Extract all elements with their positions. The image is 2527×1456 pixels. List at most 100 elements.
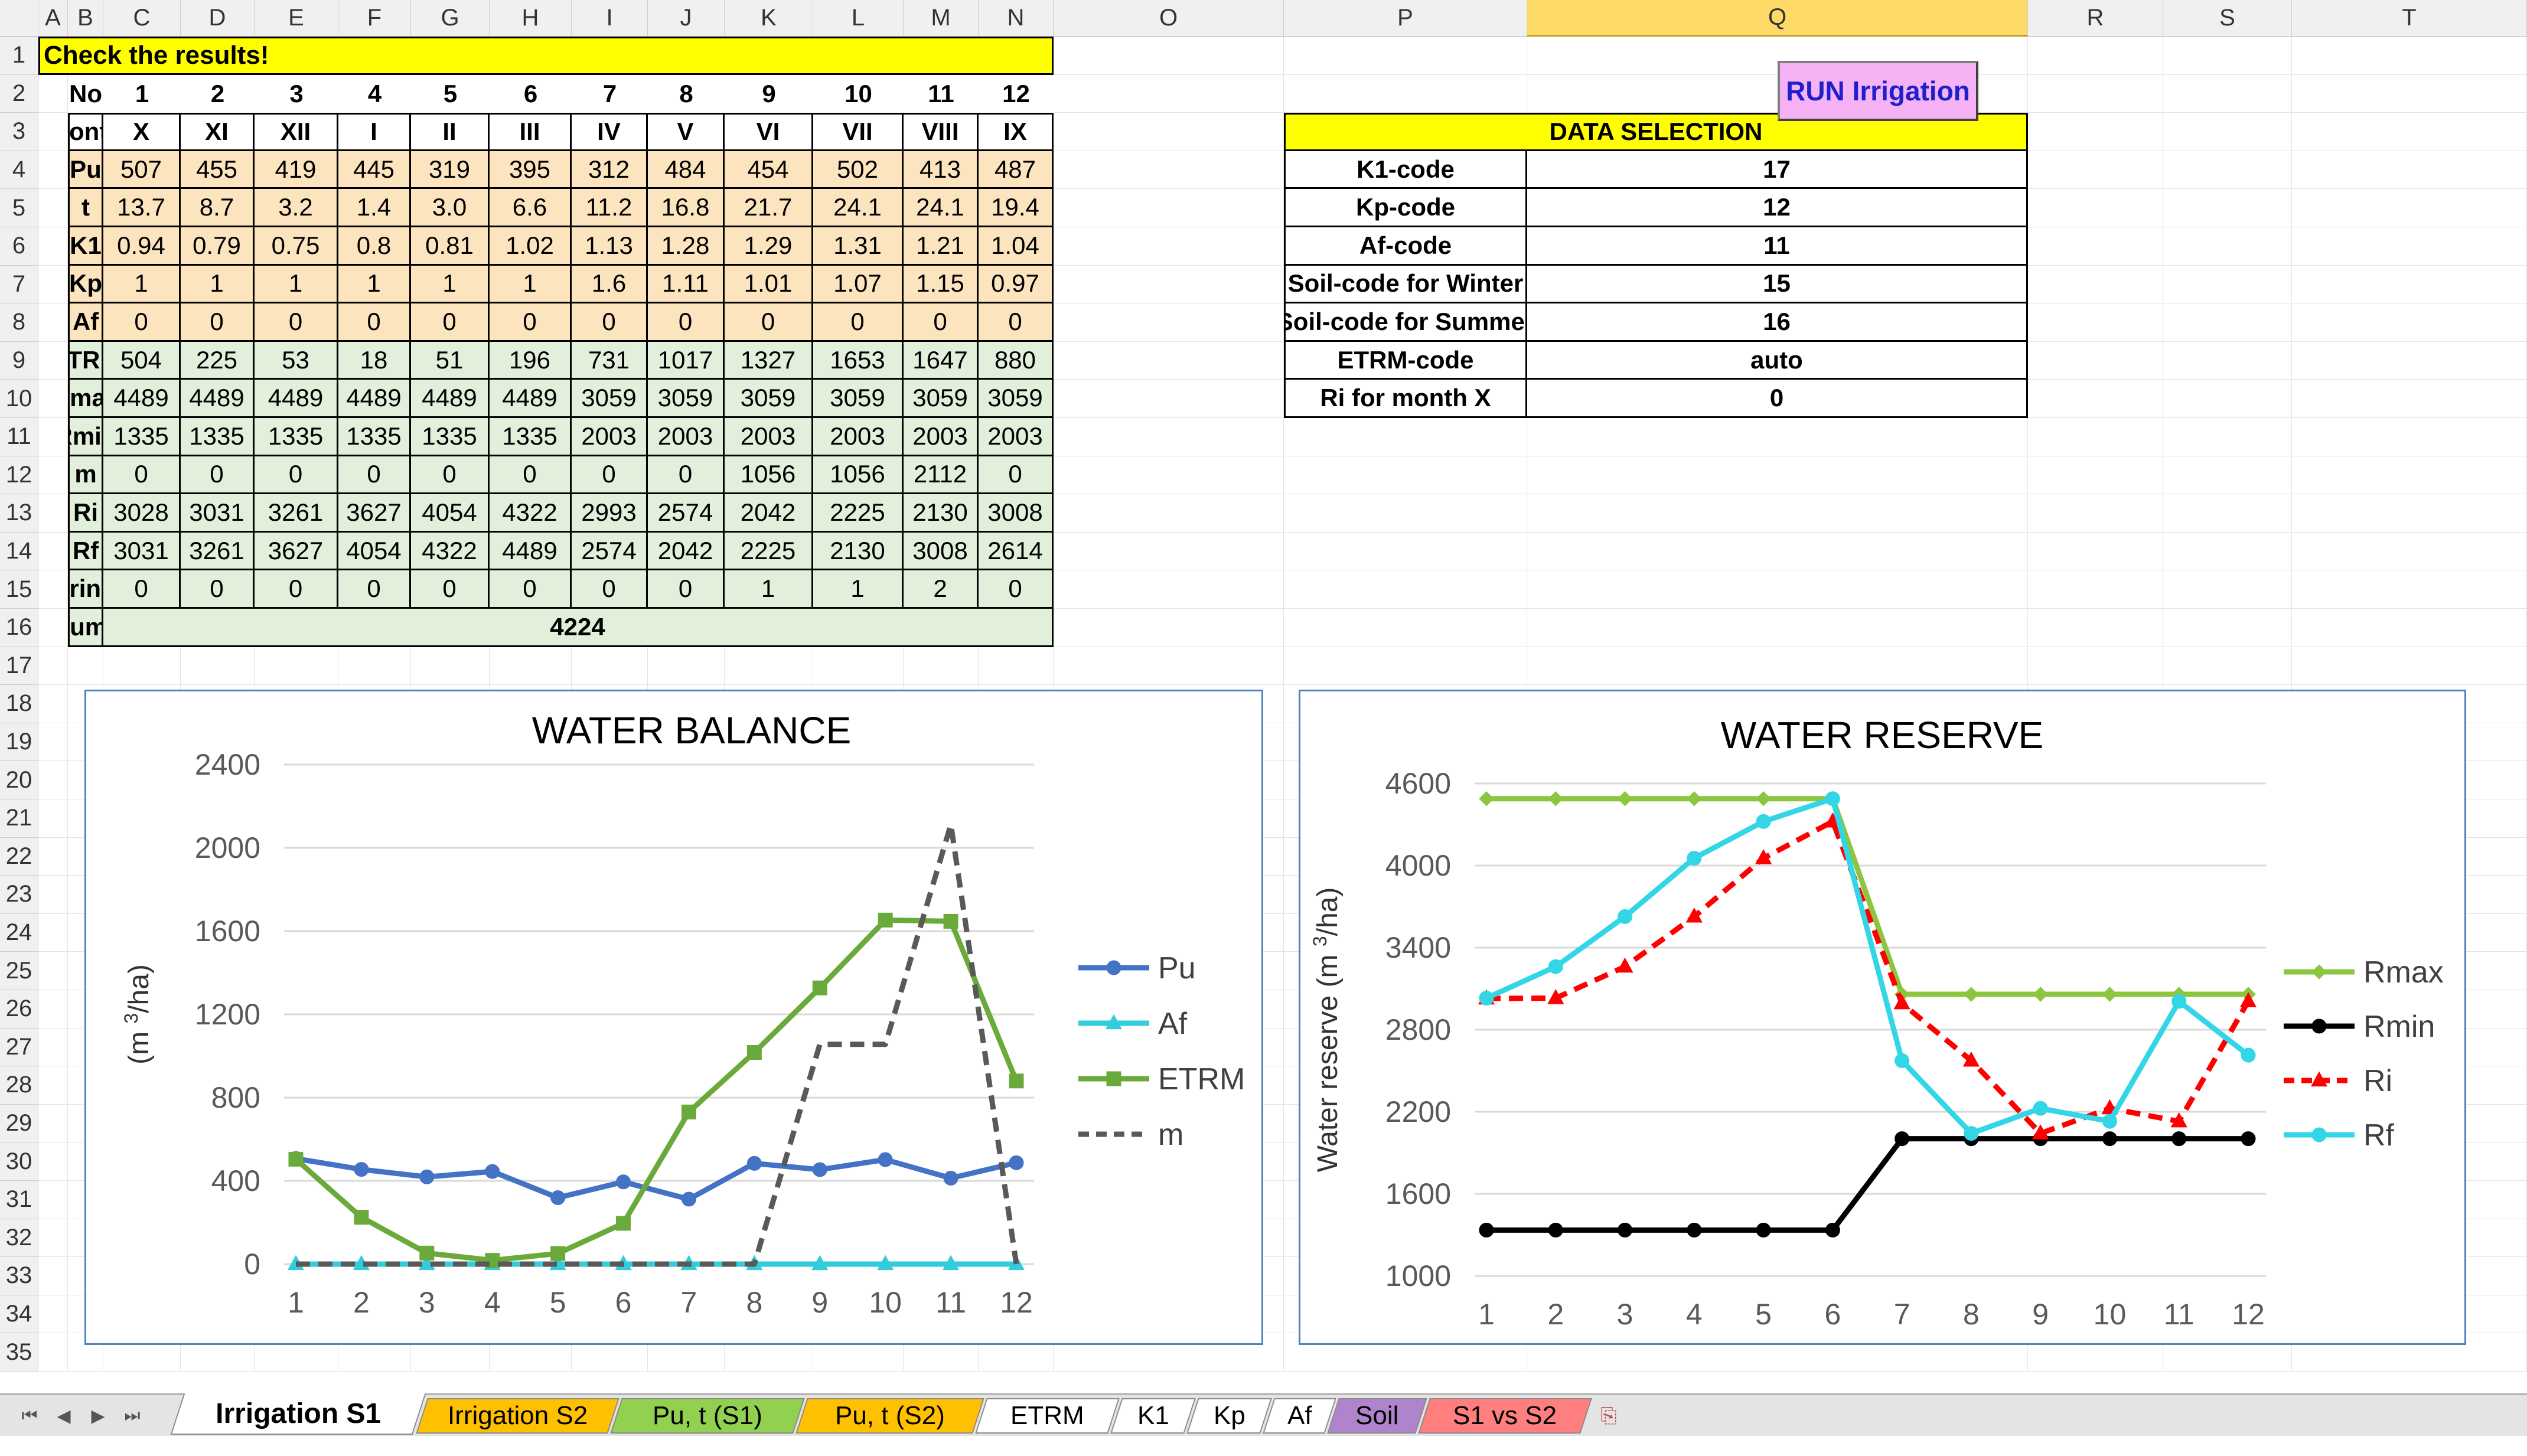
grid-cell[interactable]	[2163, 74, 2292, 113]
table-cell[interactable]: 4054	[411, 494, 490, 533]
data-selection-value[interactable]: 16	[1527, 303, 2028, 342]
table-cell[interactable]: 10	[813, 74, 904, 113]
grid-cell[interactable]	[2163, 456, 2292, 495]
table-cell[interactable]: 0	[979, 456, 1054, 495]
table-cell[interactable]: 196	[490, 341, 572, 380]
table-cell[interactable]: 0	[255, 303, 338, 342]
grid-cell[interactable]	[38, 303, 68, 342]
column-header-r[interactable]: R	[2028, 0, 2163, 37]
water-balance-chart[interactable]: WATER BALANCE (m 3/ha) 0 400 800 1200 1600 2000…	[84, 690, 1263, 1345]
row-header[interactable]: 25	[0, 952, 38, 990]
table-cell[interactable]: 0.81	[411, 227, 490, 266]
column-header-q[interactable]: Q	[1527, 0, 2028, 37]
table-cell[interactable]: 2112	[904, 456, 979, 495]
grid-cell[interactable]	[103, 647, 181, 685]
grid-cell[interactable]	[572, 1333, 648, 1372]
grid-cell[interactable]	[38, 456, 68, 495]
table-cell[interactable]: 4489	[490, 380, 572, 418]
table-cell[interactable]: 0	[490, 570, 572, 609]
column-header-k[interactable]: K	[725, 0, 813, 37]
table-cell[interactable]: 0	[979, 303, 1054, 342]
table-cell[interactable]: 1	[338, 265, 411, 304]
table-cell[interactable]: 1.01	[725, 265, 813, 304]
grid-cell[interactable]	[38, 1219, 68, 1258]
grid-cell[interactable]	[38, 151, 68, 190]
table-cell[interactable]: 0	[572, 456, 648, 495]
grid-cell[interactable]	[38, 494, 68, 533]
grid-cell[interactable]	[2292, 341, 2527, 380]
grid-cell[interactable]	[1054, 151, 1284, 190]
grid-cell[interactable]	[255, 647, 338, 685]
run-irrigation-button[interactable]: RUN Irrigation	[1778, 61, 1978, 121]
table-cell[interactable]: XII	[255, 113, 338, 151]
table-cell[interactable]: 1335	[411, 418, 490, 456]
table-cell[interactable]: 21.7	[725, 189, 813, 227]
table-cell[interactable]: 3261	[255, 494, 338, 533]
grid-cell[interactable]	[813, 1333, 904, 1372]
grid-cell[interactable]	[2028, 418, 2163, 456]
grid-cell[interactable]	[38, 341, 68, 380]
table-cell[interactable]: 2574	[648, 494, 725, 533]
table-cell[interactable]: 0.79	[181, 227, 255, 266]
grid-cell[interactable]	[38, 380, 68, 418]
table-cell[interactable]: 0.8	[338, 227, 411, 266]
table-cell[interactable]: 1056	[725, 456, 813, 495]
row-header[interactable]: 5	[0, 189, 38, 227]
grid-cell[interactable]	[2028, 151, 2163, 190]
table-cell[interactable]: 1653	[813, 341, 904, 380]
grid-cell[interactable]	[2163, 151, 2292, 190]
table-cell[interactable]: 3059	[813, 380, 904, 418]
table-cell[interactable]: 1017	[648, 341, 725, 380]
table-cell[interactable]: 0.97	[979, 265, 1054, 304]
grid-cell[interactable]	[2028, 113, 2163, 151]
row-header[interactable]: 29	[0, 1104, 38, 1143]
grid-cell[interactable]	[2028, 189, 2163, 227]
grid-cell[interactable]	[38, 1104, 68, 1143]
grid-cell[interactable]	[2163, 647, 2292, 685]
grid-cell[interactable]	[2163, 189, 2292, 227]
table-cell[interactable]: 3059	[725, 380, 813, 418]
table-cell[interactable]: 0	[103, 570, 181, 609]
table-cell[interactable]: 1335	[490, 418, 572, 456]
table-cell[interactable]: 3028	[103, 494, 181, 533]
row-header[interactable]: 17	[0, 647, 38, 685]
table-cell[interactable]: 4489	[338, 380, 411, 418]
table-cell[interactable]: 1	[813, 570, 904, 609]
table-cell[interactable]: 2225	[725, 532, 813, 571]
table-cell[interactable]: 4	[338, 74, 411, 113]
grid-cell[interactable]	[38, 1181, 68, 1219]
column-header-s[interactable]: S	[2163, 0, 2292, 37]
grid-cell[interactable]	[2028, 380, 2163, 418]
grid-cell[interactable]	[2292, 570, 2527, 609]
grid-cell[interactable]	[1284, 418, 1527, 456]
grid-cell[interactable]	[1284, 37, 1527, 75]
table-cell[interactable]: 4489	[103, 380, 181, 418]
table-cell[interactable]: XI	[181, 113, 255, 151]
grid-cell[interactable]	[2028, 37, 2163, 75]
grid-cell[interactable]	[181, 647, 255, 685]
grid-cell[interactable]	[1054, 380, 1284, 418]
row-header[interactable]: 31	[0, 1181, 38, 1219]
column-header-o[interactable]: O	[1054, 0, 1284, 37]
grid-cell[interactable]	[2292, 380, 2527, 418]
grid-cell[interactable]	[2292, 37, 2527, 75]
table-cell[interactable]: 1327	[725, 341, 813, 380]
table-cell[interactable]: 1335	[181, 418, 255, 456]
table-cell[interactable]: 8.7	[181, 189, 255, 227]
grid-cell[interactable]	[1054, 647, 1284, 685]
column-header-f[interactable]: F	[338, 0, 411, 37]
grid-cell[interactable]	[38, 913, 68, 952]
grid-cell[interactable]	[1054, 456, 1284, 495]
table-cell[interactable]: 413	[904, 151, 979, 190]
row-header[interactable]: 20	[0, 761, 38, 799]
row-header[interactable]: 4	[0, 151, 38, 190]
table-cell[interactable]: 487	[979, 151, 1054, 190]
table-cell[interactable]: 2003	[648, 418, 725, 456]
grid-cell[interactable]	[2163, 570, 2292, 609]
grid-cell[interactable]	[2292, 532, 2527, 571]
grid-cell[interactable]	[1527, 1333, 2028, 1372]
table-cell[interactable]: 2003	[979, 418, 1054, 456]
table-cell[interactable]: 0	[648, 570, 725, 609]
row-header[interactable]: 32	[0, 1219, 38, 1258]
table-cell[interactable]: 1.29	[725, 227, 813, 266]
